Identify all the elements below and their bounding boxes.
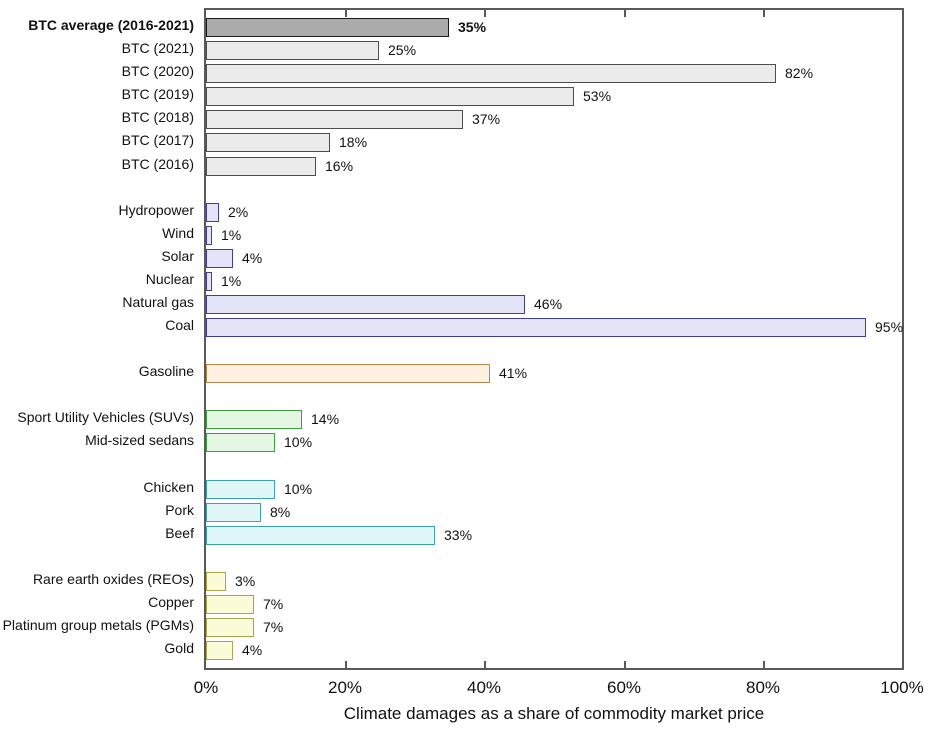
x-tick-mark <box>763 661 765 668</box>
category-label: Beef <box>165 525 194 541</box>
bar-value-label: 4% <box>242 642 263 658</box>
bar <box>206 41 379 60</box>
bar-value-label: 10% <box>284 481 313 497</box>
plot-area: 35% 25% 82% 53% 37% 18% 16% 2% 1% 4% 1% 46% 95% 41% 14… <box>204 8 904 670</box>
category-label: Hydropower <box>118 202 194 218</box>
bar-value-label: 1% <box>221 273 242 289</box>
category-label: Gold <box>164 640 194 656</box>
x-tick-mark <box>763 10 765 17</box>
bar-value-label: 35% <box>458 19 487 35</box>
x-tick-mark <box>484 10 486 17</box>
bar <box>206 480 275 499</box>
category-label: Nuclear <box>145 271 194 287</box>
bar-value-label: 82% <box>785 65 814 81</box>
bar-value-label: 33% <box>444 527 473 543</box>
category-label: BTC (2018) <box>121 109 194 125</box>
category-label: Platinum group metals (PGMs) <box>2 617 194 633</box>
category-label: Chicken <box>143 479 194 495</box>
category-label: Gasoline <box>138 363 194 379</box>
bar <box>206 595 254 614</box>
bar-value-label: 2% <box>228 204 249 220</box>
category-label: Rare earth oxides (REOs) <box>32 571 194 587</box>
bar <box>206 295 525 314</box>
category-label: BTC (2020) <box>121 63 194 79</box>
x-tick-mark <box>484 661 486 668</box>
bar <box>206 249 233 268</box>
bar <box>206 18 449 37</box>
x-tick-mark <box>345 10 347 17</box>
x-axis-label: Climate damages as a share of commodity … <box>343 704 765 723</box>
bar <box>206 410 302 429</box>
category-label: Mid-sized sedans <box>85 432 194 448</box>
bar-value-label: 4% <box>242 250 263 266</box>
x-tick-mark <box>624 10 626 17</box>
bar-value-label: 14% <box>311 411 340 427</box>
category-label: Wind <box>162 225 194 241</box>
x-tick-mark <box>624 661 626 668</box>
bar-value-label: 7% <box>263 596 284 612</box>
category-label: BTC (2021) <box>121 40 194 56</box>
bar-value-label: 95% <box>875 319 904 335</box>
category-label: Sport Utility Vehicles (SUVs) <box>17 409 194 425</box>
bar-value-label: 25% <box>388 42 417 58</box>
bar <box>206 433 275 452</box>
bar-value-label: 37% <box>472 111 501 127</box>
bar <box>206 133 330 152</box>
bar-value-label: 8% <box>270 504 291 520</box>
category-label: Copper <box>148 594 194 610</box>
category-label: BTC (2019) <box>121 86 194 102</box>
bar <box>206 203 219 222</box>
category-label: BTC (2016) <box>121 156 194 172</box>
category-label: Natural gas <box>122 294 194 310</box>
bar-value-label: 10% <box>284 434 313 450</box>
bar <box>206 157 316 176</box>
category-label: Solar <box>161 248 194 264</box>
x-tick-mark <box>345 661 347 668</box>
bar-value-label: 7% <box>263 619 284 635</box>
x-tick-label: 80% <box>745 678 781 697</box>
x-tick-label: 60% <box>606 678 642 697</box>
bar-value-label: 1% <box>221 227 242 243</box>
category-label: BTC (2017) <box>121 132 194 148</box>
category-label: Pork <box>165 502 194 518</box>
x-tick-label: 40% <box>466 678 502 697</box>
bar <box>206 572 226 591</box>
x-tick-label: 20% <box>327 678 363 697</box>
bar-value-label: 3% <box>235 573 256 589</box>
bar <box>206 226 212 245</box>
bar-value-label: 53% <box>583 88 612 104</box>
bar <box>206 87 574 106</box>
bar-value-label: 46% <box>534 296 563 312</box>
x-tick-label: 100% <box>880 678 924 697</box>
bar-value-label: 41% <box>499 365 528 381</box>
bar <box>206 641 233 660</box>
x-tick-label: 0% <box>193 678 219 697</box>
bar <box>206 618 254 637</box>
bar <box>206 318 866 337</box>
bar-value-label: 18% <box>339 134 368 150</box>
category-label: BTC average (2016-2021) <box>28 17 194 33</box>
bar-value-label: 16% <box>325 158 354 174</box>
category-label: Coal <box>165 317 194 333</box>
bar <box>206 526 435 545</box>
bar <box>206 272 212 291</box>
bar <box>206 503 261 522</box>
bar <box>206 110 463 129</box>
bar <box>206 64 776 83</box>
bar <box>206 364 490 383</box>
